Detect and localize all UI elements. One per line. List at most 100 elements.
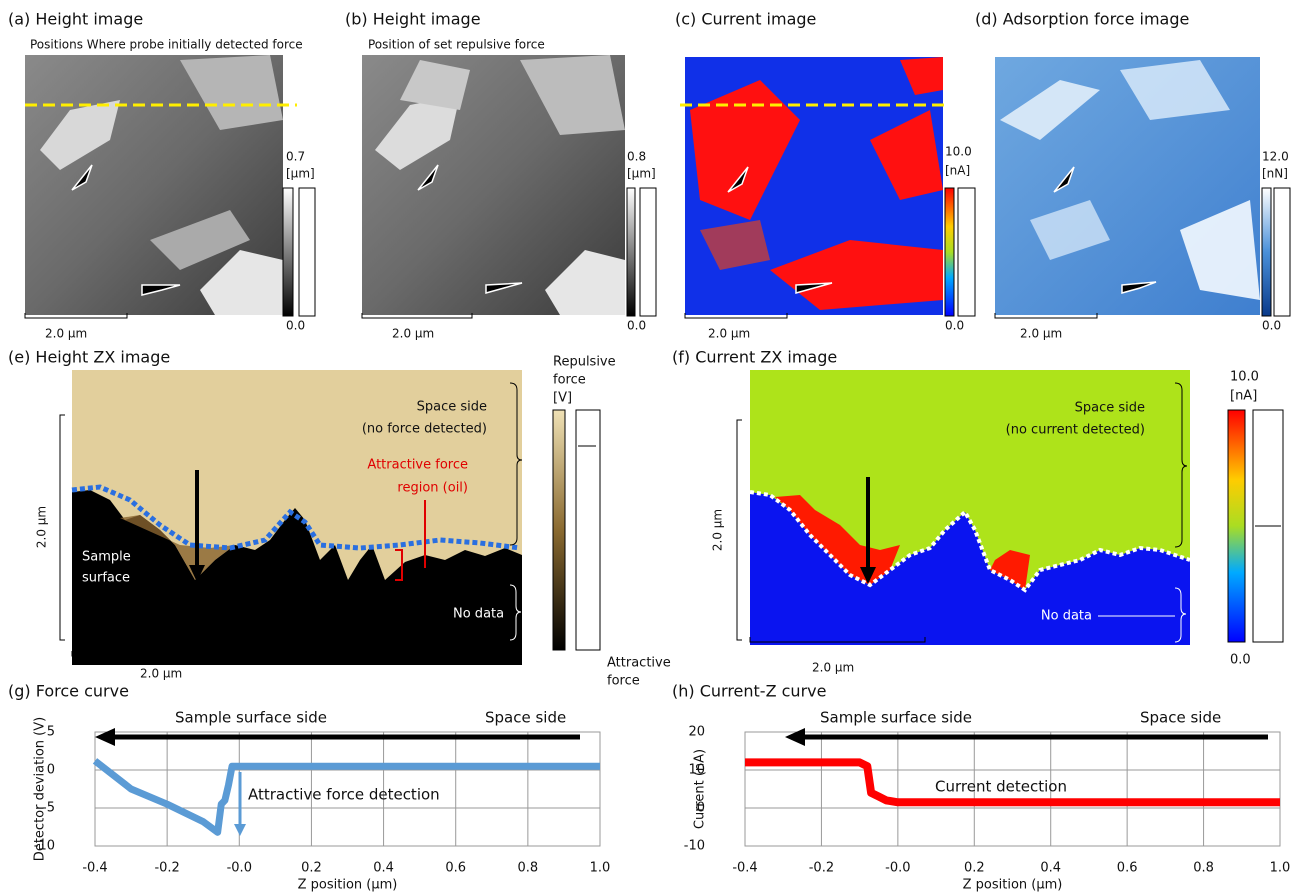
direction-arrow-head — [95, 728, 115, 746]
direction-arrow-head — [785, 728, 805, 746]
x-tick-label: 0.2 — [301, 861, 322, 876]
oil-marker — [395, 500, 426, 581]
panel-d: (d) Adsorption force image 12.0 [nN] 0.0… — [975, 10, 1291, 341]
arrowhead — [1121, 281, 1157, 294]
panel-a: (a) Height image Positions Where probe i… — [8, 10, 316, 341]
annotation: (no current detected) — [1006, 423, 1145, 438]
panel-label: (c) Current image — [675, 10, 816, 29]
annotation: Sample surface side — [175, 709, 327, 727]
annotation: Space side — [1075, 401, 1145, 416]
scale-bar-label: 2.0 µm — [708, 327, 750, 341]
scale-bar — [994, 313, 1098, 319]
x-tick-label: -0.2 — [154, 861, 179, 876]
x-tick-label: 1.0 — [1270, 861, 1291, 876]
y-tick-label: -10 — [684, 839, 705, 854]
scale-bar — [71, 651, 253, 657]
data-line — [92, 758, 600, 836]
arrowhead — [71, 164, 93, 191]
current-region — [690, 80, 800, 220]
feature — [400, 60, 470, 110]
plot-frame — [94, 731, 601, 847]
annotation: Attractive force — [367, 458, 468, 473]
feature — [520, 55, 625, 135]
current-region — [990, 550, 1030, 590]
colorbar — [552, 409, 566, 651]
x-tick-label: -0.4 — [732, 861, 757, 876]
annotation: Space side — [1140, 709, 1221, 727]
x-tick-label: -0.0 — [227, 861, 252, 876]
y-tick-label: 10 — [688, 763, 705, 778]
scale-max: 12.0 — [1262, 150, 1289, 164]
panel-subtitle: Positions Where probe initially detected… — [30, 38, 303, 52]
scale-top: Repulsive — [553, 355, 616, 370]
annotation: (no force detected) — [362, 422, 487, 437]
vertical-scale-label: 2.0 µm — [711, 509, 725, 551]
vertical-scale-bar — [736, 419, 742, 641]
x-tick-label: 0.2 — [964, 861, 985, 876]
sample-region — [750, 492, 1190, 645]
arrowhead — [417, 164, 439, 191]
scale-bar-label: 2.0 µm — [1020, 327, 1062, 341]
histogram — [1273, 187, 1291, 317]
arrowhead — [795, 282, 833, 294]
x-tick-label: 0.6 — [445, 861, 466, 876]
x-tick-label: -0.4 — [82, 861, 107, 876]
scale-unit: [nA] — [945, 164, 970, 178]
scale-top: [V] — [553, 391, 572, 406]
chart-title: (g) Force curve — [8, 682, 129, 701]
y-axis-label: Detector deviation (V) — [33, 717, 48, 861]
x-tick-label: 0.8 — [518, 861, 539, 876]
scale-top: force — [553, 373, 586, 388]
feature — [150, 210, 250, 270]
x-axis-label: Z position (µm) — [298, 878, 398, 892]
colorbar — [1227, 409, 1246, 643]
scale-bar — [361, 313, 473, 319]
feature — [375, 95, 460, 170]
plot-frame — [744, 731, 1281, 847]
y-tick-label: 0 — [697, 801, 705, 816]
annotation: Sample — [82, 550, 131, 565]
x-tick-label: -0.2 — [809, 861, 834, 876]
feature — [180, 55, 283, 130]
annotation: No data — [1041, 609, 1092, 624]
panel-e: (e) Height ZX image 2.0 µm 2.0 µm Space … — [8, 348, 671, 689]
brace — [1174, 382, 1188, 548]
colorbar — [944, 187, 955, 317]
current-region — [900, 57, 943, 95]
scale-min: 0.0 — [1230, 653, 1251, 668]
feature — [1030, 200, 1110, 260]
x-tick-label: 0.4 — [1040, 861, 1061, 876]
brace — [509, 584, 522, 641]
current-region — [870, 110, 943, 200]
y-tick-label: 5 — [47, 725, 55, 740]
scale-min: 0.0 — [627, 319, 646, 333]
panel-label: (d) Adsorption force image — [975, 10, 1189, 29]
panel-f: (f) Current ZX image 2.0 µm 2.0 µm Space… — [672, 348, 1284, 675]
annotation: Space side — [417, 400, 487, 415]
annotation: surface — [82, 571, 130, 586]
scale-bar-label: 2.0 µm — [812, 661, 854, 675]
chart-title: (h) Current-Z curve — [672, 682, 826, 701]
arrow-head — [189, 565, 205, 582]
scale-bar-label: 2.0 µm — [392, 327, 434, 341]
scale-bar — [684, 313, 788, 319]
feature — [1180, 200, 1260, 300]
brace — [509, 382, 523, 546]
scale-bar — [24, 313, 128, 319]
y-tick-label: -10 — [34, 839, 55, 854]
brace — [1174, 587, 1187, 643]
x-axis-label: Z position (µm) — [963, 878, 1063, 892]
annotation: Space side — [485, 709, 566, 727]
y-tick-label: 20 — [688, 725, 705, 740]
panel-b: (b) Height image Position of set repulsi… — [345, 10, 657, 341]
feature — [40, 100, 120, 170]
y-tick-label: 0 — [47, 763, 55, 778]
histogram — [639, 187, 657, 317]
oil-region — [120, 515, 235, 580]
sample-region — [72, 490, 522, 665]
histogram — [298, 187, 316, 317]
vertical-scale-label: 2.0 µm — [35, 506, 49, 548]
annotation: No data — [453, 607, 504, 622]
scale-min: 0.0 — [286, 319, 305, 333]
panel-label: (f) Current ZX image — [672, 348, 837, 367]
